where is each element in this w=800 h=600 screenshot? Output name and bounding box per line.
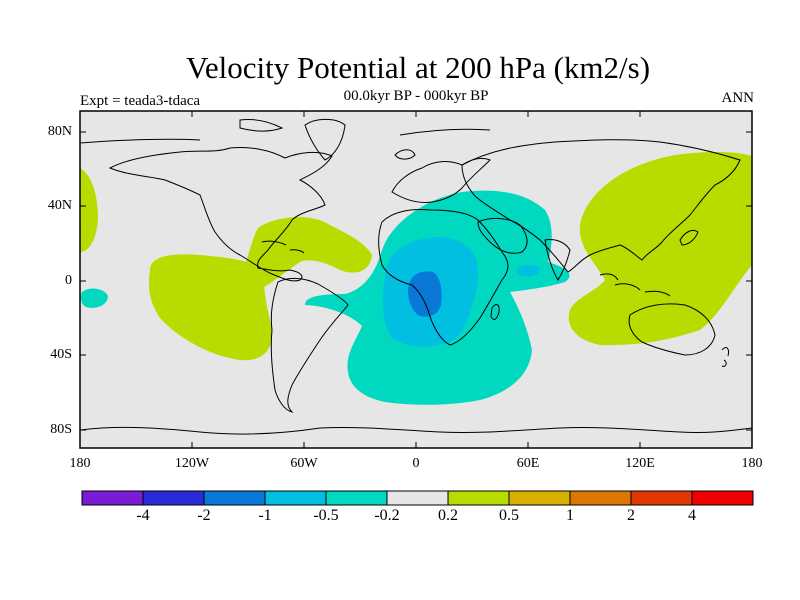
contour-negative-africa-core: [408, 271, 442, 317]
y-ticks: [80, 131, 752, 431]
experiment-label: Expt = teada3-tdaca: [80, 93, 201, 109]
x-ticks: [79, 111, 753, 448]
colorbar-swatch: [508, 490, 571, 506]
x-tick-label-60e: 60E: [516, 456, 540, 471]
x-tick-label-60w: 60W: [290, 456, 318, 471]
colorbar-swatch: [142, 490, 205, 506]
map-title: Velocity Potential at 200 hPa (km2/s): [185, 50, 651, 85]
colorbar-label: 0.5: [499, 507, 519, 524]
x-tick-label-0: 0: [412, 456, 420, 471]
colorbar-label: 0.2: [438, 507, 458, 524]
contour-positive-asia-pacific: [568, 152, 752, 346]
colorbar-swatch: [81, 490, 144, 506]
colorbar-swatch: [325, 490, 388, 506]
y-tick-label-80s: 80S: [50, 422, 72, 437]
contour-negative-indian-spot: [516, 265, 540, 277]
colorbar-label: 1: [566, 507, 574, 524]
colorbar-swatch: [569, 490, 632, 506]
colorbar-label: 2: [627, 507, 635, 524]
x-tick-label-120e: 120E: [625, 456, 655, 471]
contour-fill-layer: [80, 118, 752, 435]
colorbar-label: 4: [688, 507, 696, 524]
y-tick-label-40s: 40S: [50, 347, 72, 362]
contour-negative-pacific-spot: [80, 288, 108, 308]
colorbar-swatch: [630, 490, 693, 506]
x-tick-label-180e: 180: [741, 456, 763, 471]
colorbar-swatch: [203, 490, 266, 506]
y-tick-label-0: 0: [65, 273, 72, 288]
colorbar: [81, 490, 754, 506]
map-subtitle: 00.0kyr BP - 000kyr BP: [343, 88, 489, 104]
colorbar-label: -4: [136, 507, 150, 524]
x-tick-label-120w: 120W: [174, 456, 210, 471]
contour-positive-north-pacific-west: [80, 168, 98, 252]
y-tick-label-40n: 40N: [47, 198, 72, 213]
colorbar-label: -0.5: [313, 507, 339, 524]
colorbar-label: -0.2: [374, 507, 400, 524]
season-label: ANN: [721, 90, 755, 106]
colorbar-swatch: [691, 490, 754, 506]
y-tick-label-80n: 80N: [47, 124, 72, 139]
colorbar-label: -2: [197, 507, 211, 524]
x-tick-label-180w: 180: [69, 456, 91, 471]
colorbar-label: -1: [258, 507, 272, 524]
colorbar-swatch: [386, 490, 449, 506]
colorbar-swatch: [264, 490, 327, 506]
coastlines: [80, 118, 752, 435]
colorbar-swatch: [447, 490, 510, 506]
contour-positive-east-pacific-edge: [746, 220, 752, 240]
